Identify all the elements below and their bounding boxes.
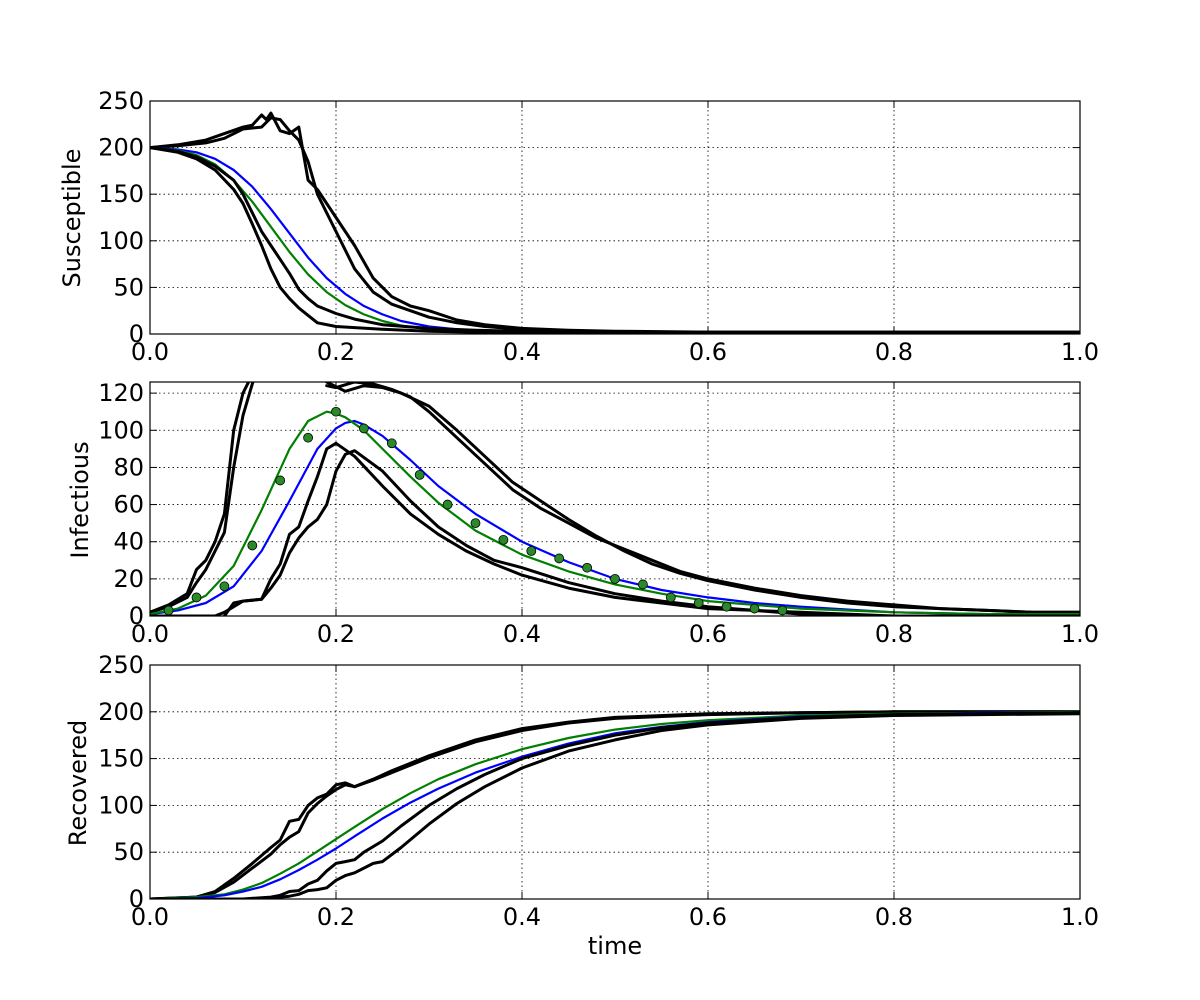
infectious-marker-0 <box>163 605 174 616</box>
infectious-ytick-label-5: 100 <box>98 416 144 444</box>
recovered-xtick-label-2: 0.4 <box>503 903 541 931</box>
infectious-marker-12 <box>498 534 509 545</box>
susceptible-ylabel: Susceptible <box>58 149 86 288</box>
susceptible-line-stochastic-low-1 <box>150 146 1080 334</box>
infectious-xtick-label-4: 0.8 <box>875 620 913 648</box>
recovered-xtick-label-3: 0.6 <box>689 903 727 931</box>
recovered-xlabel: time <box>588 932 642 960</box>
recovered-line-stochastic-late-2 <box>150 712 1080 899</box>
infectious-axes-frame <box>149 381 1081 617</box>
recovered-ylabel: Recovered <box>64 720 92 847</box>
infectious-ylabel: Infectious <box>66 441 94 558</box>
recovered-ytick-label-2: 100 <box>98 791 144 819</box>
infectious-ytick-label-1: 20 <box>113 565 144 593</box>
infectious-ytick-label-2: 40 <box>113 528 144 556</box>
susceptible-axes-frame <box>149 100 1081 335</box>
recovered-ytick-label-4: 200 <box>98 698 144 726</box>
infectious-xtick-label-2: 0.4 <box>503 620 541 648</box>
infectious-line-deterministic-blue <box>150 419 1080 616</box>
recovered-ytick-label-0: 0 <box>129 885 144 913</box>
infectious-marker-16 <box>610 573 620 584</box>
susceptible-ytick-label-3: 150 <box>98 180 144 208</box>
infectious-marker-4 <box>275 475 286 486</box>
infectious-marker-19 <box>693 598 704 608</box>
recovered-ytick-label-3: 150 <box>98 745 144 773</box>
infectious-xtick-label-1: 0.2 <box>317 620 355 648</box>
infectious-line-stochastic-mid-2 <box>222 449 1080 616</box>
infectious-line-stochastic-early-1 <box>150 382 251 614</box>
infectious-xtick-label-5: 1.0 <box>1061 620 1099 648</box>
infectious-marker-6 <box>331 406 341 417</box>
susceptible-xtick-label-4: 0.8 <box>875 338 913 366</box>
recovered-line-stochastic-late-1 <box>150 711 1080 899</box>
infectious-ytick-label-0: 0 <box>129 602 144 630</box>
infectious-ytick-label-4: 80 <box>113 453 144 481</box>
recovered-xtick-label-1: 0.2 <box>317 903 355 931</box>
susceptible-xtick-label-3: 0.6 <box>689 338 727 366</box>
infectious-marker-21 <box>749 603 760 614</box>
infectious-line-stochastic-early-2 <box>150 382 255 614</box>
infectious-marker-9 <box>414 469 425 480</box>
infectious-marker-7 <box>358 423 369 434</box>
infectious-xtick-label-0: 0.0 <box>131 620 169 648</box>
susceptible-ytick-label-4: 200 <box>98 134 144 162</box>
recovered-line-stochastic-early-2 <box>150 710 1080 899</box>
recovered-ytick-label-5: 250 <box>98 651 144 679</box>
infectious-marker-22 <box>777 605 788 616</box>
susceptible-xtick-label-1: 0.2 <box>317 338 355 366</box>
recovered-grid <box>150 665 1080 899</box>
infectious-marker-13 <box>526 546 537 556</box>
infectious-ytick-label-6: 120 <box>98 379 144 407</box>
infectious-marker-20 <box>721 601 732 612</box>
recovered-series-group <box>150 710 1080 899</box>
infectious-panel: Infectious 0.0 0.2 0.4 0.6 0.8 1.0 0 20 40 60 80 10… <box>66 379 1099 648</box>
infectious-line-stochastic-late-2 <box>325 382 1080 614</box>
infectious-marker-8 <box>386 438 397 449</box>
susceptible-ytick-label-0: 0 <box>129 320 144 348</box>
infectious-marker-3 <box>247 540 258 551</box>
infectious-series-group <box>150 382 1080 616</box>
recovered-panel: Recovered time 0.0 0.2 0.4 0.6 0.8 1.0 0 50 100 1… <box>64 651 1099 960</box>
recovered-xtick-label-5: 1.0 <box>1061 903 1099 931</box>
recovered-line-deterministic-green <box>150 710 1080 899</box>
infectious-marker-11 <box>470 518 481 529</box>
infectious-marker-10 <box>442 499 453 510</box>
susceptible-series-group <box>150 111 1080 334</box>
infectious-marker-1 <box>191 592 202 603</box>
infectious-marker-17 <box>638 579 648 590</box>
recovered-ytick-label-1: 50 <box>113 838 144 866</box>
susceptible-ytick-label-5: 250 <box>98 87 144 115</box>
infectious-marker-18 <box>665 592 676 603</box>
recovered-xtick-label-0: 0.0 <box>131 903 169 931</box>
infectious-ytick-label-3: 60 <box>113 491 144 519</box>
infectious-xtick-label-3: 0.6 <box>689 620 727 648</box>
infectious-marker-2 <box>219 581 230 592</box>
susceptible-xtick-label-2: 0.4 <box>503 338 541 366</box>
infectious-marker-15 <box>582 562 592 573</box>
infectious-marker-14 <box>554 553 565 564</box>
susceptible-ytick-label-2: 100 <box>98 227 144 255</box>
recovered-xtick-label-4: 0.8 <box>875 903 913 931</box>
susceptible-ytick-label-1: 50 <box>113 273 144 301</box>
susceptible-line-stochastic-low-2 <box>150 146 1080 334</box>
susceptible-xtick-label-0: 0.0 <box>131 338 169 366</box>
susceptible-grid <box>150 101 1080 334</box>
infectious-marker-5 <box>303 432 314 443</box>
susceptible-xtick-label-5: 1.0 <box>1061 338 1099 366</box>
recovered-axes-frame <box>149 664 1081 900</box>
susceptible-panel: Susceptible 0.0 0.2 0.4 0.6 0.8 1.0 0 50 100 150 2… <box>58 87 1099 366</box>
